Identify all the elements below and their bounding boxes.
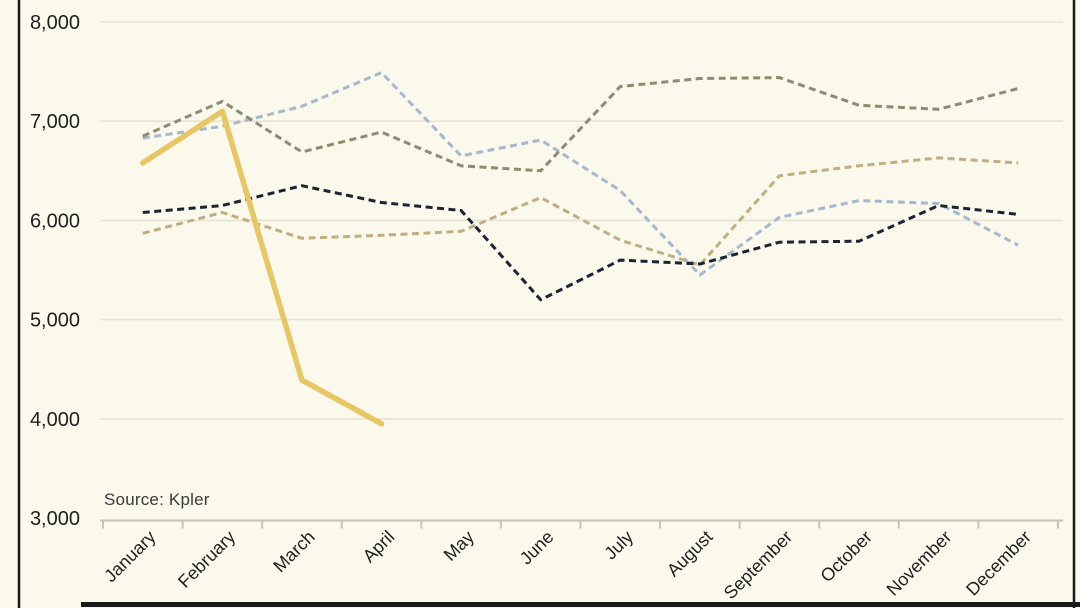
y-axis-tick-label: 6,000 [30,210,80,232]
y-axis-tick-label: 8,000 [30,12,80,34]
y-axis-tick-label: 7,000 [30,111,80,133]
series-line-olive-dashed [142,76,1019,173]
series-line-light-blue-dashed [142,71,1019,277]
x-axis-tick-label: January [100,527,159,586]
x-axis-tick-label: November [883,527,956,600]
x-axis-tick-label: February [174,527,239,592]
source-note: Source: Kpler [104,490,210,509]
x-axis-tick-label: December [962,527,1035,600]
x-axis-tick-label: May [440,527,478,565]
x-axis-tick-label: September [720,527,796,603]
x-axis-tick-label: August [663,527,717,581]
series-line-gold-solid [140,108,385,427]
series-line-navy-dashed [142,184,1019,302]
x-axis-tick-label: April [359,527,399,567]
x-axis-tick-label: October [816,527,875,586]
x-axis-tick-label: July [600,527,637,564]
series-line-tan-dashed [142,156,1019,267]
y-axis-tick-label: 4,000 [30,409,80,431]
x-axis-tick-label: June [516,527,558,569]
x-axis-tick-label: March [269,527,319,577]
y-axis-tick-label: 3,000 [30,508,80,530]
bottom-border-bar [81,602,1080,607]
y-axis-tick-label: 5,000 [30,310,80,332]
